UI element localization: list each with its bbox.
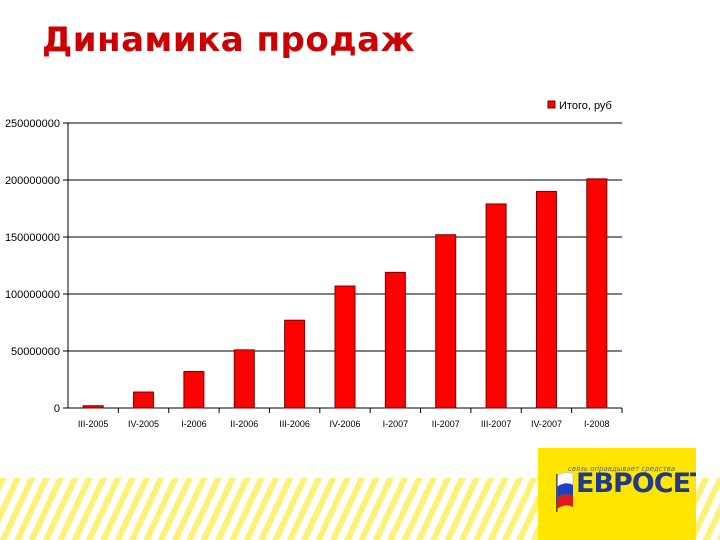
- x-tick-label: III-2006: [279, 419, 310, 429]
- logo-brand: ЕВРОСЕТЬ: [576, 468, 696, 499]
- x-tick-label: IV-2007: [531, 419, 562, 429]
- x-tick-label: I-2008: [584, 419, 610, 429]
- legend-swatch: [547, 100, 556, 109]
- y-tick-label: 150000000: [5, 232, 60, 244]
- bar: [233, 349, 255, 409]
- y-tick-label: 50000000: [11, 346, 60, 358]
- logo-slogan: связь оправдывает средства: [568, 465, 676, 473]
- bar: [82, 405, 104, 409]
- x-tick-label: II-2006: [230, 419, 258, 429]
- legend-label: Итого, руб: [559, 100, 612, 112]
- bar: [435, 234, 457, 409]
- bar: [535, 190, 557, 409]
- bar: [586, 178, 608, 409]
- bar: [334, 285, 356, 409]
- sales-bar-chart: 0 50000000 100000000 150000000 200000000 2500…: [5, 100, 623, 429]
- x-tick-label: IV-2005: [128, 419, 159, 429]
- bar: [384, 271, 406, 409]
- bar: [133, 391, 155, 409]
- x-tick-label: I-2006: [181, 419, 207, 429]
- x-tick-label: IV-2006: [329, 419, 360, 429]
- bar: [183, 371, 205, 409]
- y-tick-label: 100000000: [5, 289, 60, 301]
- y-tick-label: 200000000: [5, 175, 60, 187]
- y-tick-label: 0: [54, 403, 60, 415]
- flag-icon: [556, 472, 574, 512]
- chart-title: Динамика продаж: [42, 20, 415, 60]
- bar: [284, 319, 306, 409]
- x-tick-label: III-2007: [481, 419, 512, 429]
- y-tick-label: 250000000: [5, 118, 60, 130]
- x-tick-label: II-2007: [432, 419, 460, 429]
- evroset-logo: связь оправдывает средства ЕВРОСЕТЬ: [538, 448, 696, 540]
- x-tick-label: I-2007: [383, 419, 409, 429]
- x-tick-label: III-2005: [78, 419, 109, 429]
- bar: [485, 203, 507, 409]
